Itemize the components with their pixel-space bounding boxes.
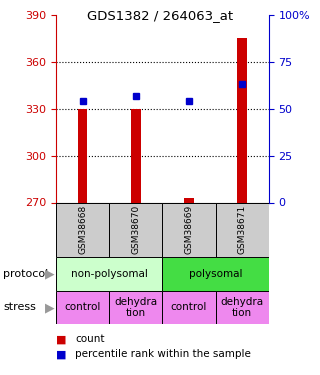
Bar (216, 291, 269, 324)
Text: polysomal: polysomal (189, 269, 242, 279)
Text: non-polysomal: non-polysomal (71, 269, 148, 279)
Text: percentile rank within the sample: percentile rank within the sample (75, 350, 251, 359)
Text: dehydra
tion: dehydra tion (114, 297, 157, 318)
Bar (216, 202, 269, 257)
Bar (163, 202, 216, 257)
Bar (163, 257, 269, 291)
Text: control: control (64, 303, 101, 312)
Text: ▶: ▶ (45, 267, 54, 280)
Text: count: count (75, 334, 105, 344)
Bar (56, 257, 163, 291)
Bar (56, 202, 109, 257)
Text: GSM38671: GSM38671 (238, 205, 247, 254)
Text: ▶: ▶ (45, 301, 54, 314)
Bar (56, 291, 109, 324)
Text: protocol: protocol (3, 269, 48, 279)
Bar (78, 109, 87, 202)
Bar (237, 39, 247, 203)
Bar (163, 291, 216, 324)
Text: dehydra
tion: dehydra tion (220, 297, 264, 318)
Bar (184, 198, 194, 202)
Bar (131, 109, 140, 202)
Text: stress: stress (3, 303, 36, 312)
Text: GSM38668: GSM38668 (78, 205, 87, 254)
Text: GDS1382 / 264063_at: GDS1382 / 264063_at (87, 9, 233, 22)
Bar (109, 202, 162, 257)
Text: ■: ■ (56, 350, 67, 359)
Text: ■: ■ (56, 334, 67, 344)
Text: GSM38670: GSM38670 (131, 205, 140, 254)
Text: GSM38669: GSM38669 (185, 205, 194, 254)
Text: control: control (171, 303, 207, 312)
Bar (109, 291, 162, 324)
